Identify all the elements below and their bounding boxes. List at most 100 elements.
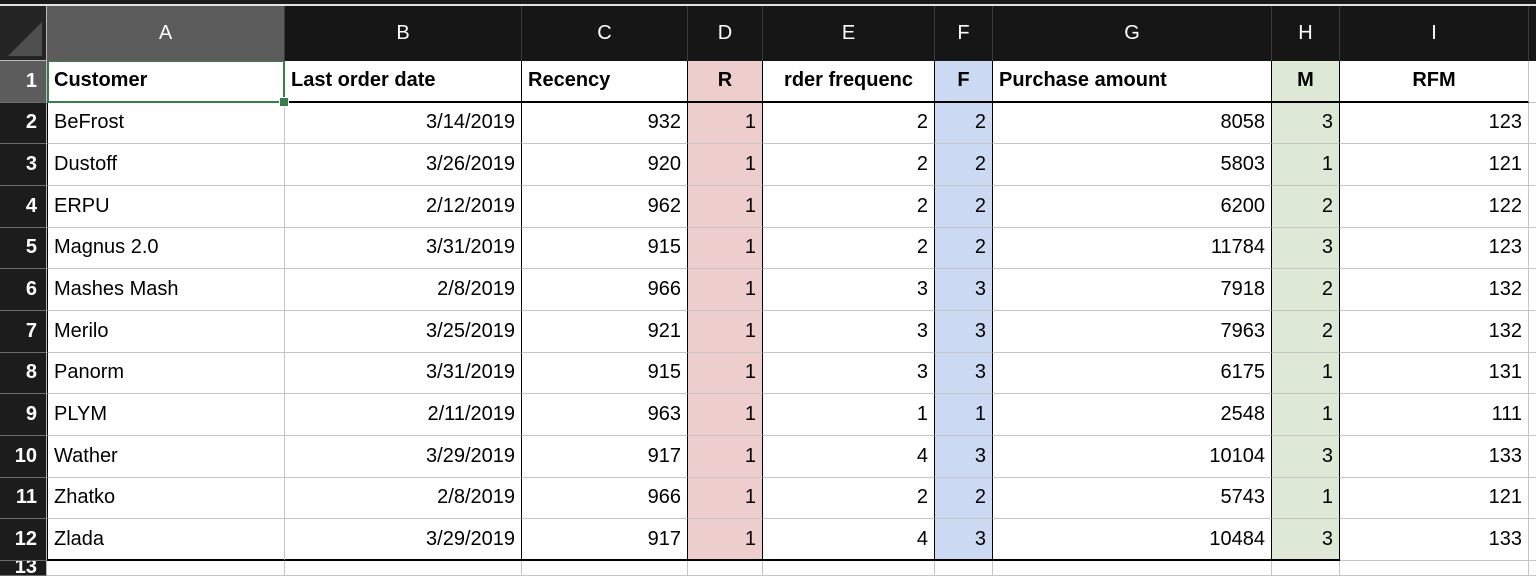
cell-E12[interactable]: 4 (763, 519, 935, 561)
cell-D12[interactable]: 1 (688, 519, 763, 561)
cell-B4[interactable]: 2/12/2019 (285, 185, 522, 228)
cell-C4[interactable]: 962 (522, 185, 688, 228)
cell-I13[interactable] (1340, 560, 1529, 576)
cell-A2[interactable]: BeFrost (47, 102, 285, 145)
cell-C5[interactable]: 915 (522, 227, 688, 270)
column-header-A[interactable]: A (47, 6, 285, 61)
cell-J6-partial[interactable] (1529, 269, 1536, 311)
cell-A5[interactable]: Magnus 2.0 (47, 227, 285, 270)
row-header-12[interactable]: 12 (0, 519, 47, 561)
cell-G5[interactable]: 11784 (993, 227, 1272, 270)
cell-J5-partial[interactable] (1529, 227, 1536, 270)
cell-E2[interactable]: 2 (763, 102, 935, 145)
cell-J10-partial[interactable] (1529, 435, 1536, 478)
cell-G12[interactable]: 10484 (993, 519, 1272, 561)
cell-I9[interactable]: 111 (1340, 394, 1529, 436)
cell-H2[interactable]: 3 (1272, 102, 1340, 145)
cell-J3-partial[interactable] (1529, 144, 1536, 186)
cell-G1[interactable]: Purchase amount (993, 61, 1272, 103)
cell-H10[interactable]: 3 (1272, 435, 1340, 478)
cell-F9[interactable]: 1 (935, 394, 993, 436)
cell-J1-partial[interactable] (1529, 61, 1536, 103)
row-header-3[interactable]: 3 (0, 144, 47, 186)
cell-B3[interactable]: 3/26/2019 (285, 144, 522, 186)
row-header-2[interactable]: 2 (0, 102, 47, 145)
column-header-C[interactable]: C (522, 6, 688, 61)
cell-I4[interactable]: 122 (1340, 185, 1529, 228)
cell-C11[interactable]: 966 (522, 477, 688, 520)
cell-A8[interactable]: Panorm (47, 352, 285, 395)
cell-C1[interactable]: Recency (522, 61, 688, 103)
cell-B1[interactable]: Last order date (285, 61, 522, 103)
cell-C2[interactable]: 932 (522, 102, 688, 145)
cell-C13[interactable] (522, 560, 688, 576)
cell-G8[interactable]: 6175 (993, 352, 1272, 395)
cell-D7[interactable]: 1 (688, 310, 763, 353)
cell-H3[interactable]: 1 (1272, 144, 1340, 186)
cell-F11[interactable]: 2 (935, 477, 993, 520)
cell-E3[interactable]: 2 (763, 144, 935, 186)
cell-B2[interactable]: 3/14/2019 (285, 102, 522, 145)
cell-D4[interactable]: 1 (688, 185, 763, 228)
cell-H4[interactable]: 2 (1272, 185, 1340, 228)
cell-I5[interactable]: 123 (1340, 227, 1529, 270)
cell-J2-partial[interactable] (1529, 102, 1536, 145)
column-header-I[interactable]: I (1340, 6, 1529, 61)
cell-E6[interactable]: 3 (763, 269, 935, 311)
cell-D5[interactable]: 1 (688, 227, 763, 270)
cell-H11[interactable]: 1 (1272, 477, 1340, 520)
cell-E1[interactable]: rder frequenc (763, 61, 935, 103)
cell-F6[interactable]: 3 (935, 269, 993, 311)
cell-A13[interactable] (47, 560, 285, 576)
row-header-7[interactable]: 7 (0, 310, 47, 353)
cell-E8[interactable]: 3 (763, 352, 935, 395)
column-header-H[interactable]: H (1272, 6, 1340, 61)
cell-J7-partial[interactable] (1529, 310, 1536, 353)
cell-H8[interactable]: 1 (1272, 352, 1340, 395)
cell-F8[interactable]: 3 (935, 352, 993, 395)
cell-E10[interactable]: 4 (763, 435, 935, 478)
cell-G11[interactable]: 5743 (993, 477, 1272, 520)
row-header-1[interactable]: 1 (0, 61, 47, 103)
cell-J8-partial[interactable] (1529, 352, 1536, 395)
cell-E5[interactable]: 2 (763, 227, 935, 270)
cell-D13[interactable] (688, 560, 763, 576)
row-header-8[interactable]: 8 (0, 352, 47, 395)
cell-H12[interactable]: 3 (1272, 519, 1340, 561)
cell-C10[interactable]: 917 (522, 435, 688, 478)
cell-D9[interactable]: 1 (688, 394, 763, 436)
cell-B8[interactable]: 3/31/2019 (285, 352, 522, 395)
column-header-G[interactable]: G (993, 6, 1272, 61)
cell-H9[interactable]: 1 (1272, 394, 1340, 436)
cell-F10[interactable]: 3 (935, 435, 993, 478)
cell-E11[interactable]: 2 (763, 477, 935, 520)
cell-F7[interactable]: 3 (935, 310, 993, 353)
cell-H6[interactable]: 2 (1272, 269, 1340, 311)
column-header-J-partial[interactable] (1529, 6, 1536, 61)
cell-G2[interactable]: 8058 (993, 102, 1272, 145)
row-header-11[interactable]: 11 (0, 477, 47, 520)
cell-A1[interactable]: Customer (47, 61, 289, 107)
column-header-F[interactable]: F (935, 6, 993, 61)
cell-I6[interactable]: 132 (1340, 269, 1529, 311)
cell-I3[interactable]: 121 (1340, 144, 1529, 186)
cell-D6[interactable]: 1 (688, 269, 763, 311)
cell-A10[interactable]: Wather (47, 435, 285, 478)
fill-handle[interactable] (279, 96, 289, 107)
cell-D1[interactable]: R (688, 61, 763, 103)
cell-B12[interactable]: 3/29/2019 (285, 519, 522, 561)
row-header-10[interactable]: 10 (0, 435, 47, 478)
cell-F12[interactable]: 3 (935, 519, 993, 561)
cell-G7[interactable]: 7963 (993, 310, 1272, 353)
cell-A7[interactable]: Merilo (47, 310, 285, 353)
cell-J9-partial[interactable] (1529, 394, 1536, 436)
cell-G4[interactable]: 6200 (993, 185, 1272, 228)
cell-H1[interactable]: M (1272, 61, 1340, 103)
row-header-4[interactable]: 4 (0, 185, 47, 228)
cell-G6[interactable]: 7918 (993, 269, 1272, 311)
cell-C6[interactable]: 966 (522, 269, 688, 311)
cell-B5[interactable]: 3/31/2019 (285, 227, 522, 270)
cell-G13[interactable] (993, 560, 1272, 576)
cell-B9[interactable]: 2/11/2019 (285, 394, 522, 436)
cell-G9[interactable]: 2548 (993, 394, 1272, 436)
